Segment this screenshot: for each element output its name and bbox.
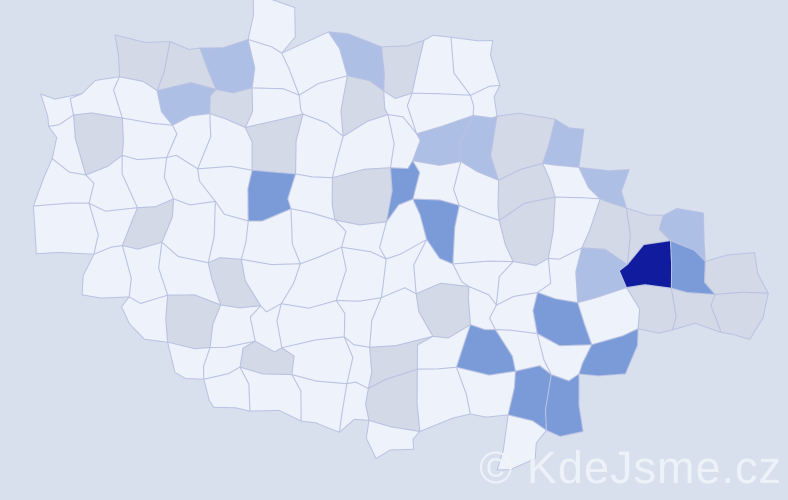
district-cell[interactable]	[331, 167, 393, 226]
district-cell[interactable]	[365, 419, 421, 460]
district-cell[interactable]	[545, 373, 584, 437]
district-cell[interactable]	[69, 76, 123, 119]
district-cell[interactable]	[704, 252, 769, 295]
district-cell[interactable]	[578, 328, 639, 377]
district-cell[interactable]	[32, 202, 99, 255]
district-cell[interactable]	[496, 414, 547, 471]
district-cell[interactable]	[121, 294, 169, 343]
district-cell[interactable]	[710, 291, 769, 340]
district-cell[interactable]	[412, 160, 462, 206]
